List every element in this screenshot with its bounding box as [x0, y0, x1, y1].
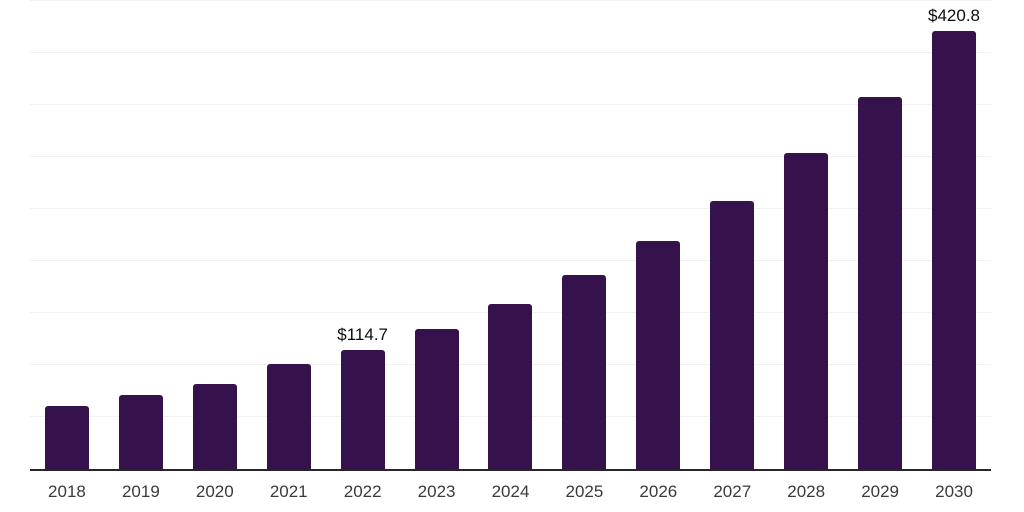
x-tick-label-2028: 2028: [787, 482, 826, 501]
gridline-400: [30, 52, 991, 53]
bar-2027: [710, 200, 755, 469]
bar-2018: [44, 405, 89, 469]
x-tick-label-2026: 2026: [639, 482, 678, 501]
bar-value-label-2030: $420.8: [928, 6, 981, 26]
bar-slot-2018: [30, 1, 104, 469]
x-tick-label-2024: 2024: [491, 482, 530, 501]
bar-2025: [562, 274, 607, 469]
bar-slot-2028: [769, 1, 843, 469]
bar-2030: $420.8: [928, 6, 980, 469]
bar-slot-2023: [400, 1, 474, 469]
bar-2024: [488, 303, 533, 469]
bar-slot-2022: $114.7: [326, 1, 400, 469]
bar-slot-2024: [474, 1, 548, 469]
bar-2026: [636, 240, 681, 469]
gridline-250: [30, 208, 991, 209]
bar-2028: [784, 153, 829, 469]
x-tick-label-2023: 2023: [417, 482, 456, 501]
gridline-300: [30, 156, 991, 158]
bar-value-label-2022: $114.7: [337, 324, 389, 344]
bars-row: $114.7 $420.8: [30, 1, 991, 469]
bar-slot-2030: $420.8: [917, 1, 991, 469]
x-tick-label-2018: 2018: [48, 482, 86, 501]
bar-slot-2026: [621, 1, 695, 469]
x-tick-label-2020: 2020: [195, 482, 234, 501]
x-tick-label-2025: 2025: [565, 482, 604, 501]
x-tick-label-2029: 2029: [861, 482, 900, 501]
bar-slot-2029: [843, 1, 917, 469]
bar-slot-2021: [252, 1, 326, 469]
x-tick-label-2021: 2021: [269, 482, 308, 501]
plot-area: $114.7 $420.8: [30, 0, 991, 471]
gridline-350: [30, 104, 991, 105]
x-tick-label-2030: 2030: [935, 482, 973, 501]
bar-slot-2025: [547, 1, 621, 469]
bar-slot-2019: [104, 1, 178, 469]
bar-2023: [414, 328, 459, 469]
bar-2019: [118, 395, 163, 469]
x-tick-label-2019: 2019: [121, 482, 160, 501]
bar-2022: $114.7: [337, 325, 388, 469]
gridline-200: [30, 260, 991, 261]
gridline-450: [30, 0, 991, 1]
x-tick-label-2027: 2027: [713, 482, 752, 501]
bar-slot-2027: [695, 1, 769, 469]
bar-slot-2020: [178, 1, 252, 469]
bar-2020: [192, 384, 237, 469]
bar-2021: [266, 364, 311, 469]
x-axis-tick-labels: 2018 2019 2020 2021 2022 2023 2024 2025 2026 2027…: [30, 482, 991, 502]
x-tick-label-2022: 2022: [343, 482, 382, 501]
bar-2029: [858, 97, 903, 469]
